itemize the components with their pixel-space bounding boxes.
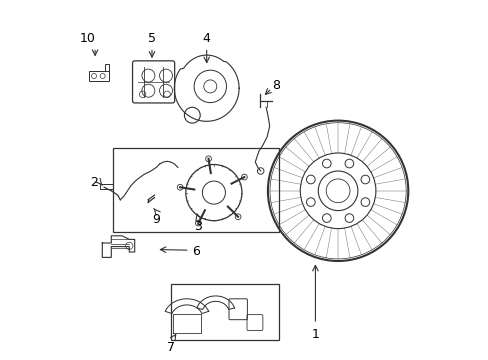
Circle shape: [306, 198, 314, 206]
Text: 1: 1: [311, 328, 319, 341]
Bar: [170, 284, 278, 340]
Circle shape: [360, 198, 369, 206]
Circle shape: [235, 214, 241, 220]
Text: 6: 6: [192, 245, 200, 258]
Text: 7: 7: [166, 341, 174, 354]
Circle shape: [241, 174, 247, 180]
Circle shape: [177, 184, 183, 190]
Text: 3: 3: [193, 220, 201, 233]
Circle shape: [345, 159, 353, 168]
Bar: [89, 71, 108, 81]
Bar: [105, 64, 109, 71]
Text: 10: 10: [80, 32, 96, 45]
Circle shape: [345, 214, 353, 222]
Text: 8: 8: [272, 79, 280, 92]
Circle shape: [205, 156, 211, 162]
Text: 5: 5: [148, 32, 156, 45]
Bar: [113, 148, 278, 232]
Circle shape: [360, 175, 369, 184]
Circle shape: [322, 159, 330, 168]
Text: 9: 9: [152, 213, 160, 226]
Circle shape: [195, 220, 201, 226]
Text: 2: 2: [90, 176, 98, 189]
Text: 4: 4: [203, 32, 210, 45]
Circle shape: [322, 214, 330, 222]
Circle shape: [306, 175, 314, 184]
